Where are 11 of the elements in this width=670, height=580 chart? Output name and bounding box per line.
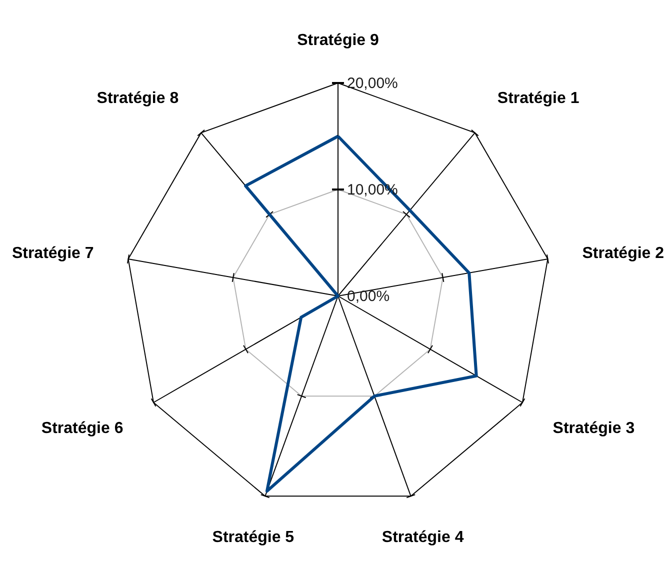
y-tick-label: 20,00% [347,75,398,92]
spoke-label: Stratégie 8 [96,90,179,108]
y-tick-label: 0,00% [347,288,390,305]
spoke-label: Stratégie 4 [382,529,464,546]
spoke-label: Stratégie 2 [582,244,664,262]
spoke-label: Stratégie 5 [212,529,294,546]
spoke-label: Stratégie 9 [297,32,380,49]
spoke-label: Stratégie 7 [12,244,94,262]
spoke-label: Stratégie 6 [41,420,124,437]
spoke-label: Stratégie 3 [552,420,635,437]
spoke-label: Stratégie 1 [497,90,580,108]
